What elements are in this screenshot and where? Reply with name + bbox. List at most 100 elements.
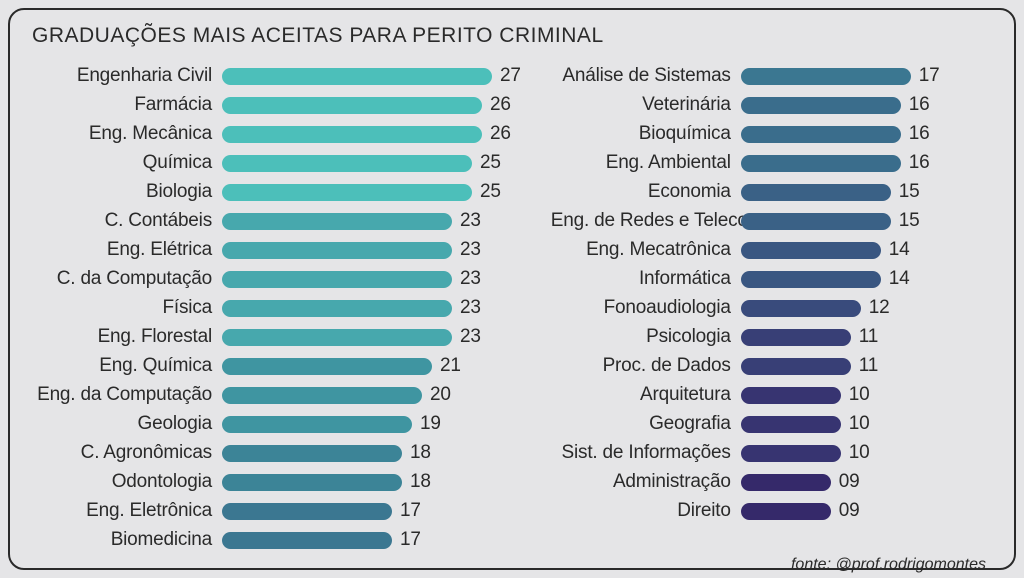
bar-value: 18	[410, 442, 431, 464]
bar-label: C. Agronômicas	[32, 442, 222, 464]
bar-wrap: 23	[222, 268, 521, 290]
bar-fill	[741, 445, 841, 462]
bar-label: Eng. Elétrica	[32, 239, 222, 261]
bar-value: 26	[490, 94, 511, 116]
bar-label: Geologia	[32, 413, 222, 435]
bar-value: 12	[869, 297, 890, 319]
chart-frame: GRADUAÇÕES MAIS ACEITAS PARA PERITO CRIM…	[8, 8, 1016, 570]
bar-value: 23	[460, 210, 481, 232]
bar-value: 11	[859, 326, 878, 348]
bar-wrap: 20	[222, 384, 521, 406]
bar-value: 19	[420, 413, 441, 435]
bar-wrap: 23	[222, 326, 521, 348]
bar-row: Eng. Eletrônica17	[32, 497, 521, 525]
bar-wrap: 23	[222, 239, 521, 261]
bar-label: Bioquímica	[551, 123, 741, 145]
bar-wrap: 17	[741, 65, 992, 87]
bar-label: Eng. Mecatrônica	[551, 239, 741, 261]
bar-row: Análise de Sistemas17	[551, 62, 992, 90]
bar-wrap: 21	[222, 355, 521, 377]
bar-row: Biologia25	[32, 178, 521, 206]
bar-row: Bioquímica 16	[551, 120, 992, 148]
bar-row: Eng. Mecatrônica14	[551, 236, 992, 264]
bar-value: 09	[839, 500, 860, 522]
bar-fill	[222, 155, 472, 172]
bar-value: 11	[859, 355, 878, 377]
bar-wrap: 14	[741, 239, 992, 261]
bar-wrap: 09	[741, 471, 992, 493]
bar-wrap: 11	[741, 326, 992, 348]
bar-row: Engenharia Civil27	[32, 62, 521, 90]
bar-wrap: 18	[222, 471, 521, 493]
bar-label: Sist. de Informações	[551, 442, 741, 464]
bar-fill	[222, 242, 452, 259]
bar-wrap: 12	[741, 297, 992, 319]
bar-row: Física23	[32, 294, 521, 322]
bar-fill	[222, 271, 452, 288]
bar-row: Administração09	[551, 468, 992, 496]
bar-fill	[741, 155, 901, 172]
bar-value: 23	[460, 326, 481, 348]
bar-fill	[222, 300, 452, 317]
bar-row: Arquitetura10	[551, 381, 992, 409]
bar-label: Proc. de Dados	[551, 355, 741, 377]
bar-fill	[222, 126, 482, 143]
bar-row: C. Agronômicas 18	[32, 439, 521, 467]
bar-fill	[222, 387, 422, 404]
bar-label: Eng. Florestal	[32, 326, 222, 348]
bar-fill	[222, 213, 452, 230]
bar-row: Economia 15	[551, 178, 992, 206]
bar-label: C. Contábeis	[32, 210, 222, 232]
bar-row: Geografia10	[551, 410, 992, 438]
bar-row: Sist. de Informações10	[551, 439, 992, 467]
bar-value: 26	[490, 123, 511, 145]
bar-row: Geologia 19	[32, 410, 521, 438]
bar-row: Informática14	[551, 265, 992, 293]
bar-fill	[741, 271, 881, 288]
bar-fill	[741, 474, 831, 491]
bar-label: Eng. de Redes e Telecom	[551, 210, 741, 232]
bar-value: 20	[430, 384, 451, 406]
bar-wrap: 09	[741, 500, 992, 522]
bar-row: Eng. Química21	[32, 352, 521, 380]
bar-fill	[222, 97, 482, 114]
bar-label: Economia	[551, 181, 741, 203]
bar-value: 15	[899, 181, 920, 203]
bar-wrap: 18	[222, 442, 521, 464]
bar-row: Química25	[32, 149, 521, 177]
bar-fill	[741, 242, 881, 259]
bar-label: Fonoaudiologia	[551, 297, 741, 319]
bar-value: 25	[480, 181, 501, 203]
bar-value: 21	[440, 355, 461, 377]
source-attribution: fonte: @prof.rodrigomontes	[32, 554, 992, 574]
bar-label: Eng. Mecânica	[32, 123, 222, 145]
bar-label: Física	[32, 297, 222, 319]
bar-wrap: 17	[222, 529, 521, 551]
bar-wrap: 16	[741, 94, 992, 116]
bar-fill	[741, 300, 861, 317]
bar-fill	[222, 532, 392, 549]
bar-row: Eng. Florestal 23	[32, 323, 521, 351]
bar-value: 10	[849, 413, 870, 435]
bar-row: Biomedicina17	[32, 526, 521, 554]
bar-fill	[222, 416, 412, 433]
bar-label: Farmácia	[32, 94, 222, 116]
bar-row: Eng. de Redes e Telecom15	[551, 207, 992, 235]
chart-columns: Engenharia Civil27 Farmácia 26 Eng. Mecânic…	[32, 62, 992, 554]
bar-label: Eng. da Computação	[32, 384, 222, 406]
bar-row: Fonoaudiologia 12	[551, 294, 992, 322]
bar-value: 25	[480, 152, 501, 174]
bar-fill	[741, 184, 891, 201]
bar-fill	[222, 184, 472, 201]
bar-wrap: 27	[222, 65, 521, 87]
bar-label: Odontologia	[32, 471, 222, 493]
bar-wrap: 26	[222, 94, 521, 116]
bar-value: 10	[849, 384, 870, 406]
bar-label: C. da Computação	[32, 268, 222, 290]
bar-wrap: 11	[741, 355, 992, 377]
bar-row: Odontologia18	[32, 468, 521, 496]
bar-wrap: 10	[741, 413, 992, 435]
bar-wrap: 16	[741, 152, 992, 174]
bar-label: Direito	[551, 500, 741, 522]
bar-value: 16	[909, 123, 930, 145]
